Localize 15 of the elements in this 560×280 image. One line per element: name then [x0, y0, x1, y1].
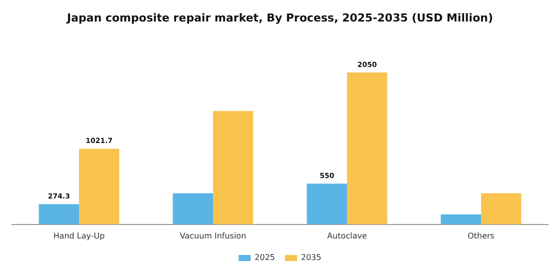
bar	[306, 184, 347, 224]
x-tick-label: Vacuum Infusion	[180, 231, 246, 240]
chart-title: Japan composite repair market, By Process, 2025-2035 (USD Million)	[66, 11, 493, 24]
bar	[213, 111, 254, 224]
bar	[79, 148, 120, 224]
bar	[172, 193, 213, 224]
bar	[347, 72, 388, 224]
bar	[440, 214, 481, 224]
bar	[481, 193, 522, 224]
legend-label: 2025	[254, 253, 275, 262]
x-tick-label: Others	[468, 231, 494, 240]
x-tick-label: Hand Lay-Up	[53, 231, 105, 240]
x-tick-label: Autoclave	[327, 231, 367, 240]
legend-label: 2035	[301, 253, 322, 262]
bar	[38, 204, 79, 224]
